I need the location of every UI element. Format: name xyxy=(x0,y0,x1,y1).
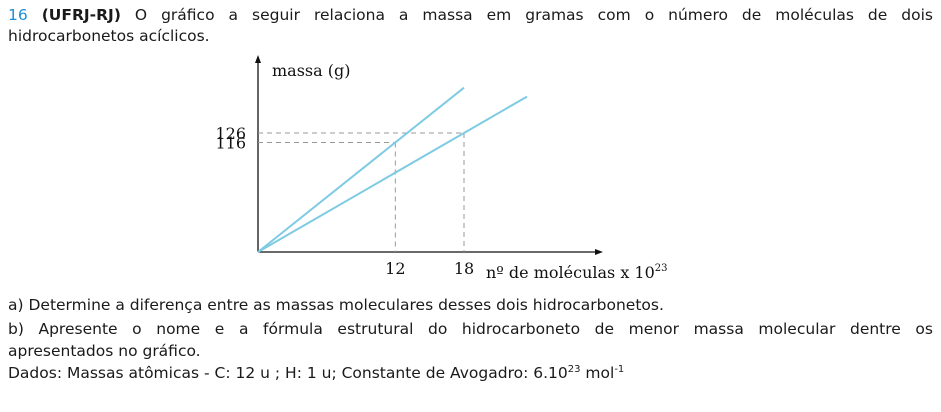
chart-series xyxy=(257,86,528,253)
series-line-2 xyxy=(257,95,528,253)
question-number: 16 xyxy=(8,6,28,24)
x-axis-label-text: nº de moléculas x 10 xyxy=(486,263,655,282)
item-b-line2: apresentados no gráfico. xyxy=(8,342,201,360)
question-intro-text: O gráfico a seguir relaciona a massa em … xyxy=(134,6,933,24)
data-given-text: Dados: Massas atômicas - C: 12 u ; H: 1 … xyxy=(8,364,568,383)
y-axis-label: massa (g) xyxy=(272,61,350,80)
series-line-1 xyxy=(257,86,465,253)
item-b-line1: b) Apresente o nome e a fórmula estrutur… xyxy=(8,320,933,338)
y-axis-arrow xyxy=(255,55,261,63)
chart-axes xyxy=(255,55,603,255)
avogadro-exponent: 23 xyxy=(567,364,581,375)
question-source: (UFRJ-RJ) xyxy=(41,6,121,24)
data-given: Dados: Massas atômicas - C: 12 u ; H: 1 … xyxy=(8,364,624,382)
x-tick-label: 12 xyxy=(385,259,405,278)
avogadro-unit: mol xyxy=(580,364,615,383)
item-a: a) Determine a diferença entre as massas… xyxy=(8,296,664,314)
x-tick-label: 18 xyxy=(454,259,474,278)
y-tick-label: 126 xyxy=(215,124,246,143)
avogadro-unit-exponent: -1 xyxy=(614,364,625,375)
question-intro-line1: 16 (UFRJ-RJ) O gráfico a seguir relacion… xyxy=(8,6,933,24)
y-tick-label: 116 xyxy=(215,133,246,152)
x-axis-arrow xyxy=(595,249,603,255)
question-intro-line2: hidrocarbonetos acíclicos. xyxy=(8,27,210,45)
x-axis-label-exponent: 23 xyxy=(655,263,668,274)
x-axis-label: nº de moléculas x 1023 xyxy=(486,263,668,282)
chart-guides xyxy=(258,132,465,252)
